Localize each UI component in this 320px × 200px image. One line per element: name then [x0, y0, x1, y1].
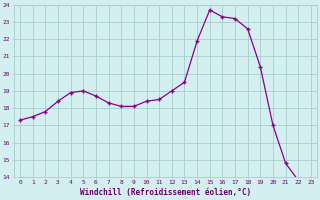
X-axis label: Windchill (Refroidissement éolien,°C): Windchill (Refroidissement éolien,°C) [80, 188, 251, 197]
